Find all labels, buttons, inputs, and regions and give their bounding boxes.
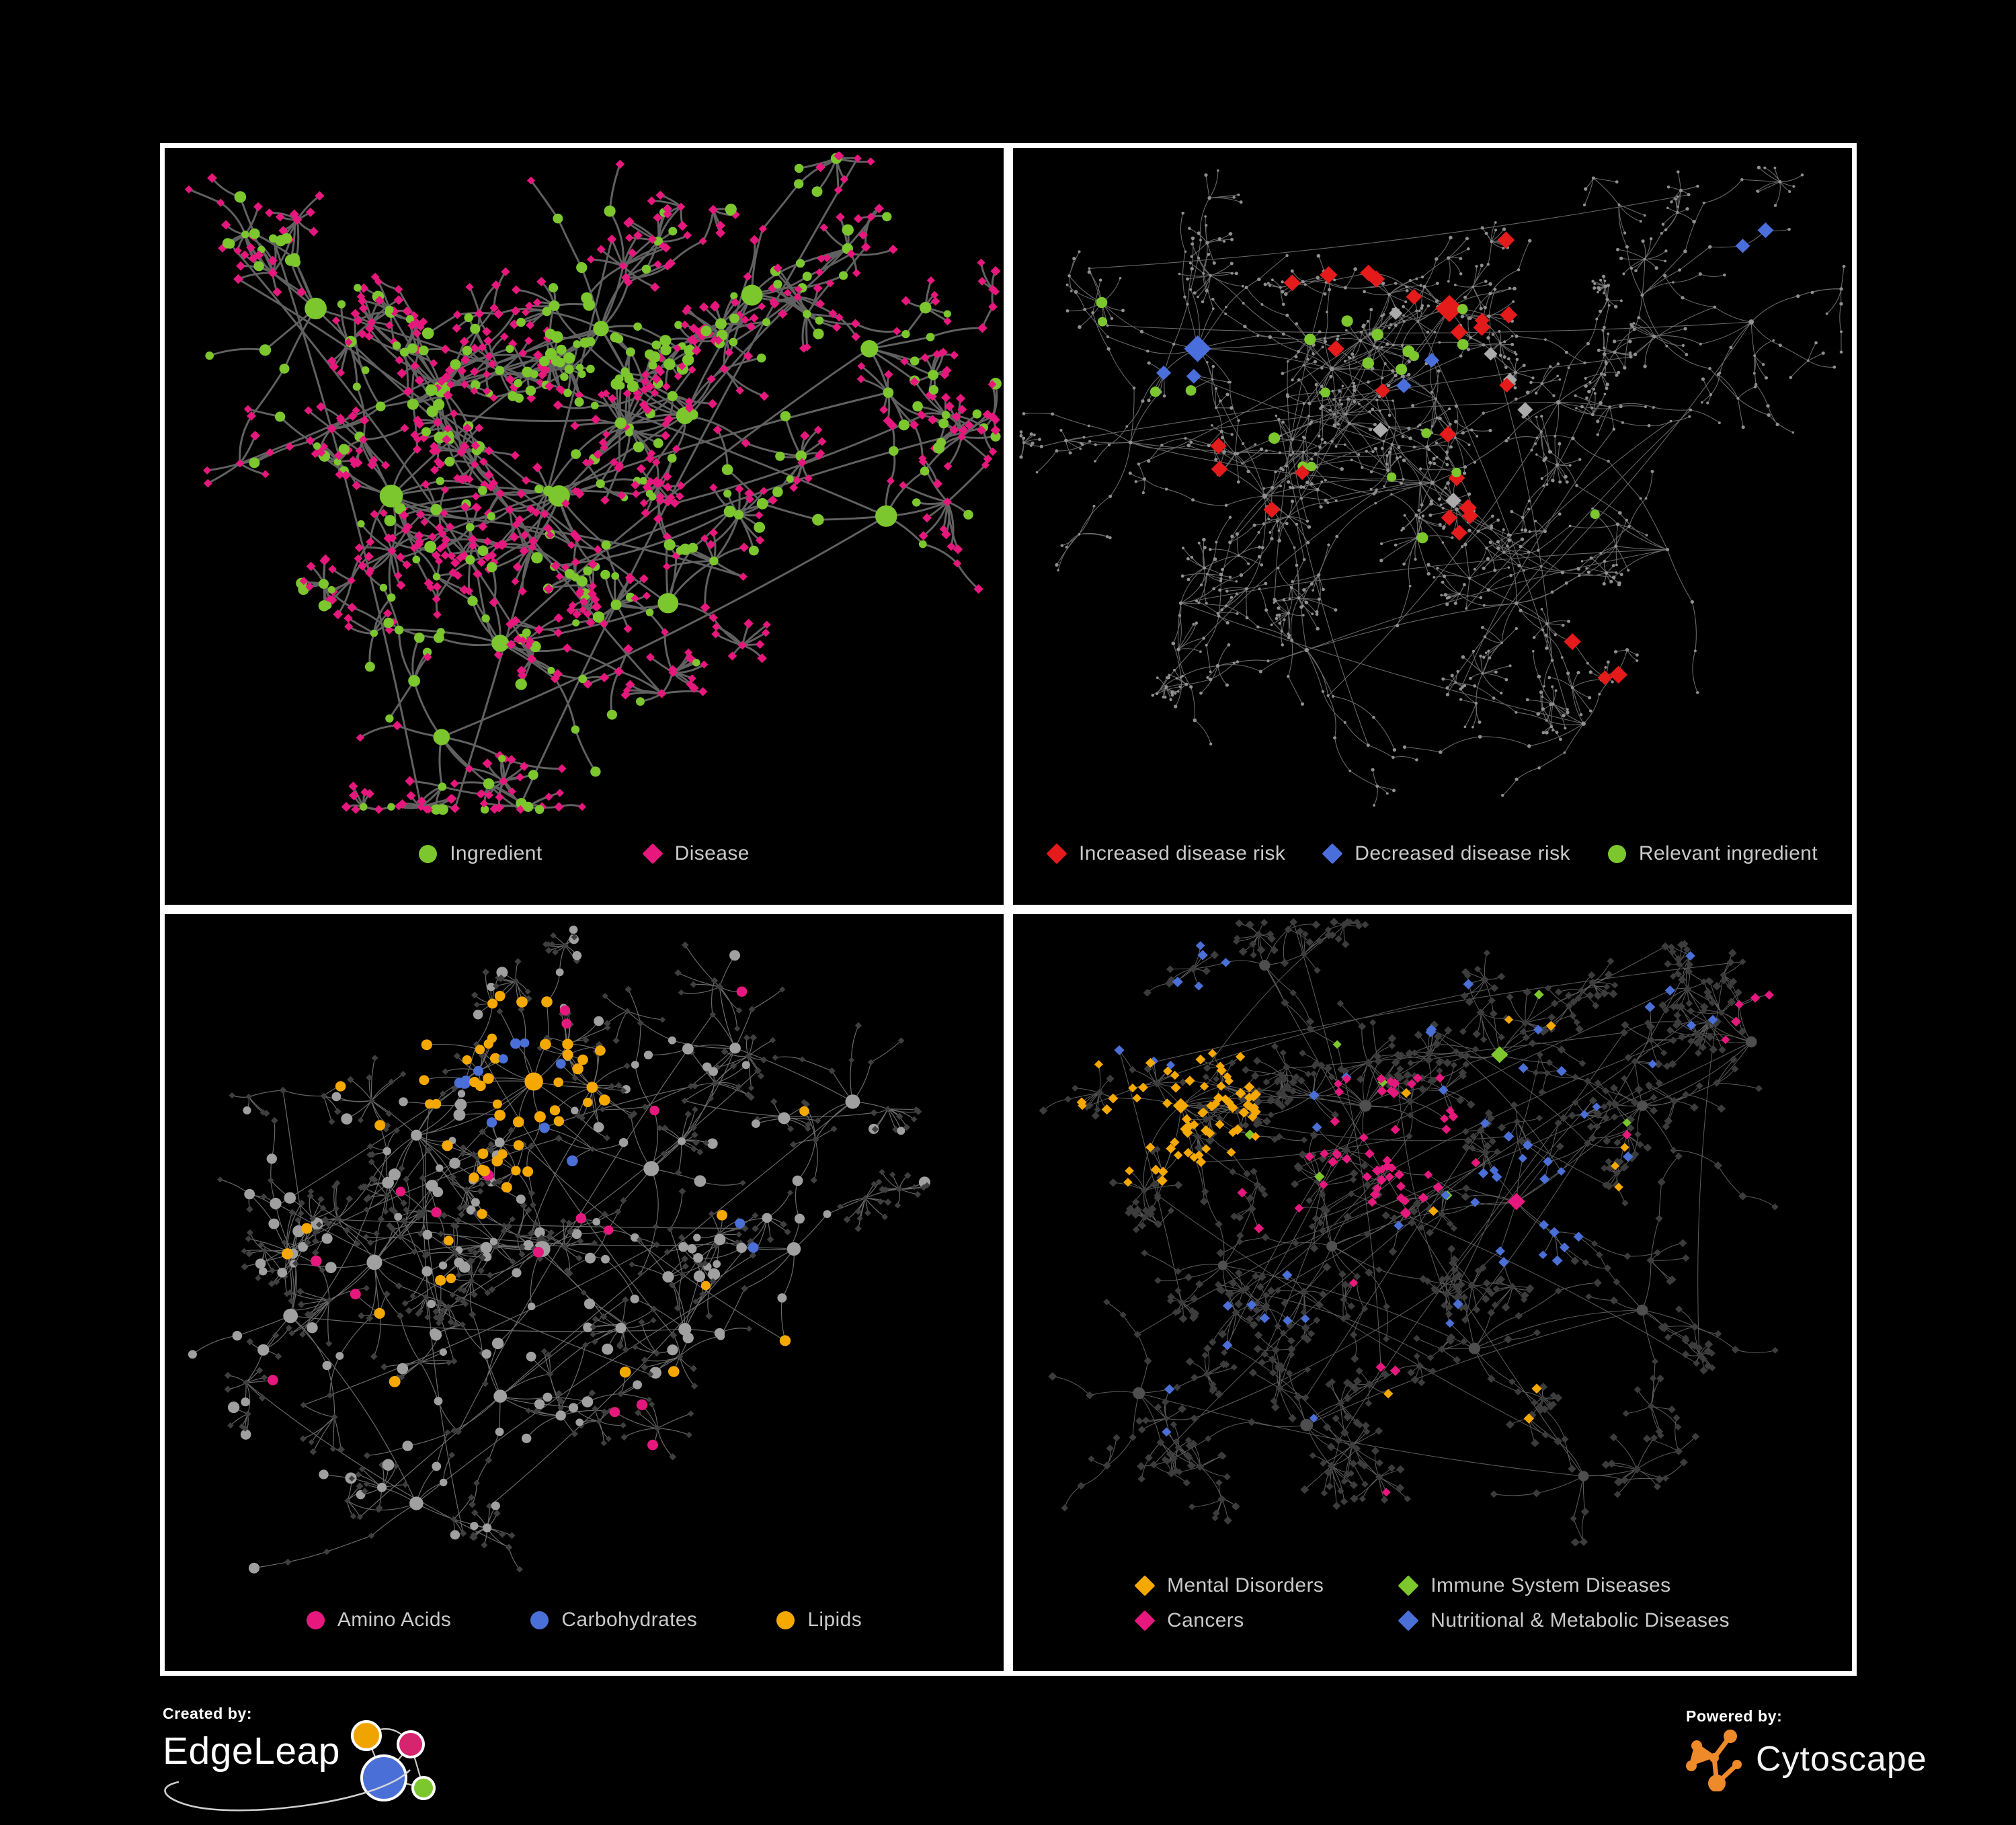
legend-item: Relevant ingredient bbox=[1607, 842, 1818, 865]
powered-by-label: Powered by: bbox=[1686, 1707, 1783, 1725]
legend-marker-diamond bbox=[642, 843, 663, 864]
legend-item: Cancers bbox=[1134, 1609, 1324, 1632]
cytoscape-brand-row: Cytoscape bbox=[1686, 1727, 1927, 1791]
created-by-label: Created by: bbox=[163, 1705, 253, 1722]
cytoscape-wordmark: Cytoscape bbox=[1756, 1740, 1927, 1779]
legend-label: Amino Acids bbox=[337, 1609, 452, 1631]
created-by-block: Created by: EdgeLeap bbox=[163, 1705, 444, 1812]
legend-label: Ingredient bbox=[450, 842, 542, 864]
legend-item: Decreased disease risk bbox=[1322, 842, 1570, 865]
panel-disease-class: Mental Disorders Immune System Diseases Ca… bbox=[1008, 909, 1857, 1676]
edgeleap-logo-icon bbox=[350, 1720, 436, 1801]
legend-marker-circle bbox=[776, 1611, 795, 1629]
legend-label: Nutritional & Metabolic Diseases bbox=[1430, 1609, 1730, 1631]
legend-label: Immune System Diseases bbox=[1430, 1574, 1671, 1596]
panel-ingredient-disease: Ingredient Disease bbox=[160, 143, 1008, 909]
legend-marker-circle bbox=[1607, 844, 1626, 863]
legend-label: Disease bbox=[674, 842, 750, 864]
edgeleap-wordmark: EdgeLeap bbox=[163, 1730, 340, 1773]
cytoscape-logo-icon bbox=[1686, 1730, 1742, 1791]
legend-marker-circle bbox=[419, 844, 438, 863]
legend-marker-diamond bbox=[1134, 1610, 1156, 1631]
legend-marker-diamond bbox=[1046, 843, 1067, 864]
legend-item: Increased disease risk bbox=[1046, 842, 1286, 865]
legend-marker-circle bbox=[306, 1611, 325, 1629]
edgeleap-brand-row: EdgeLeap bbox=[163, 1720, 444, 1812]
legend-ingredient-disease: Ingredient Disease bbox=[165, 817, 1004, 905]
legend-item: Mental Disorders bbox=[1134, 1574, 1324, 1597]
legend-label: Mental Disorders bbox=[1167, 1574, 1324, 1596]
legend-item: Carbohydrates bbox=[530, 1609, 697, 1631]
legend-item: Disease bbox=[642, 842, 750, 865]
legend-disease-risk: Increased disease risk Decreased disease … bbox=[1013, 817, 1852, 905]
legend-label: Carbohydrates bbox=[561, 1609, 698, 1631]
legend-marker-diamond bbox=[1398, 1610, 1419, 1631]
legend-item: Lipids bbox=[776, 1609, 862, 1631]
legend-label: Lipids bbox=[807, 1609, 862, 1631]
panel-nutrient-class: Amino Acids Carbohydrates Lipids bbox=[160, 909, 1008, 1676]
legend-label: Decreased disease risk bbox=[1355, 842, 1570, 864]
legend-disease-class: Mental Disorders Immune System Diseases Ca… bbox=[1013, 1553, 1852, 1671]
legend-marker-circle bbox=[530, 1611, 549, 1629]
legend-label: Increased disease risk bbox=[1079, 842, 1286, 864]
powered-by-block: Powered by: Cytoscape bbox=[1686, 1707, 1927, 1791]
legend-marker-diamond bbox=[1134, 1575, 1156, 1596]
legend-marker-diamond bbox=[1398, 1575, 1419, 1596]
legend-item: Nutritional & Metabolic Diseases bbox=[1398, 1609, 1730, 1632]
network-graph-disease-class bbox=[1039, 918, 1779, 1547]
legend-item: Ingredient bbox=[419, 842, 542, 865]
legend-nutrient-class: Amino Acids Carbohydrates Lipids bbox=[165, 1584, 1004, 1671]
network-graph-nutrient-class bbox=[188, 925, 930, 1574]
panel-disease-risk: Increased disease risk Decreased disease … bbox=[1008, 143, 1857, 909]
network-graph-disease-risk bbox=[1019, 165, 1846, 807]
network-graph-ingredient-disease bbox=[184, 151, 1002, 815]
legend-marker-diamond bbox=[1322, 843, 1343, 864]
legend-label: Relevant ingredient bbox=[1638, 842, 1818, 864]
panel-grid: Ingredient Disease Increased disease risk… bbox=[160, 143, 1857, 1676]
legend-item: Amino Acids bbox=[306, 1609, 452, 1631]
legend-label: Cancers bbox=[1167, 1609, 1244, 1631]
legend-item: Immune System Diseases bbox=[1398, 1574, 1730, 1597]
